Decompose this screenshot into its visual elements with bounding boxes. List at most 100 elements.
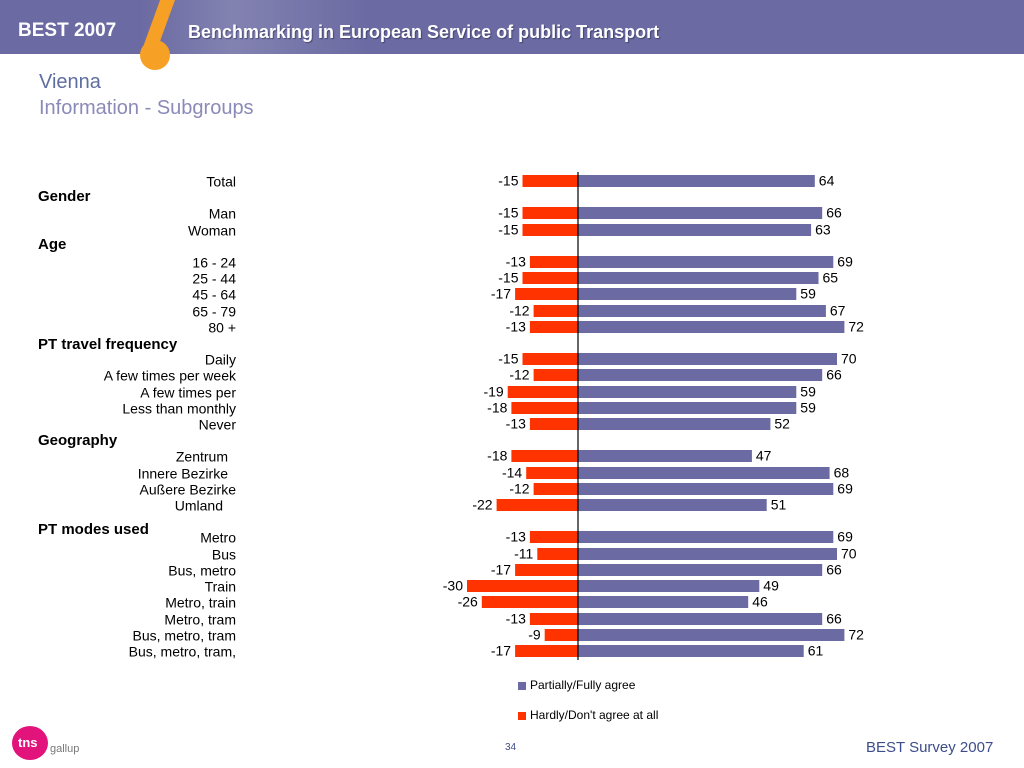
agree-bar	[578, 175, 815, 187]
tns-logo-text: tns	[18, 735, 38, 750]
agree-bar	[578, 305, 826, 317]
agree-data-label: 63	[815, 222, 831, 238]
survey-source: BEST Survey 2007	[866, 739, 994, 756]
category-label: Metro, tram	[164, 612, 236, 628]
category-label: Daily	[205, 352, 236, 368]
disagree-bar	[522, 207, 578, 219]
disagree-data-label: -13	[506, 319, 526, 335]
disagree-bar	[515, 564, 578, 576]
agree-data-label: 68	[834, 465, 850, 481]
agree-data-label: 59	[800, 286, 816, 302]
agree-bar	[578, 531, 834, 543]
gallup-label: gallup	[50, 743, 80, 755]
disagree-bar	[511, 450, 578, 462]
agree-bar	[578, 256, 834, 268]
disagree-data-label: -30	[443, 578, 463, 594]
agree-data-label: 66	[826, 562, 842, 578]
disagree-data-label: -15	[498, 222, 518, 238]
disagree-bar	[529, 418, 578, 430]
category-label: Man	[209, 206, 236, 222]
disagree-bar	[529, 613, 578, 625]
disagree-data-label: -17	[491, 286, 511, 302]
category-label: Metro, train	[165, 595, 236, 611]
page-number: 34	[505, 742, 517, 753]
category-label: Less than monthly	[122, 401, 236, 417]
agree-data-label: 69	[837, 254, 853, 270]
disagree-bar	[522, 175, 578, 187]
disagree-data-label: -13	[506, 611, 526, 627]
disagree-bar	[537, 548, 578, 560]
agree-bar	[578, 272, 819, 284]
disagree-data-label: -12	[509, 481, 529, 497]
banner-photo	[140, 0, 370, 54]
group-heading: PT travel frequency	[38, 336, 178, 353]
group-heading: Geography	[38, 432, 118, 449]
category-label: Bus, metro, tram,	[129, 644, 236, 660]
disagree-data-label: -18	[487, 400, 507, 416]
header-title: Benchmarking in European Service of publ…	[188, 22, 660, 42]
disagree-bar	[515, 645, 578, 657]
disagree-bar	[529, 321, 578, 333]
disagree-data-label: -17	[491, 643, 511, 659]
category-label: Bus	[212, 547, 236, 563]
disagree-bar	[526, 467, 578, 479]
disagree-bar	[496, 499, 578, 511]
agree-data-label: 72	[848, 319, 864, 335]
agree-bar	[578, 450, 752, 462]
disagree-data-label: -12	[509, 303, 529, 319]
tns-logo	[12, 726, 48, 760]
agree-data-label: 59	[800, 384, 816, 400]
disagree-bar	[507, 386, 578, 398]
category-label: Bus, metro	[168, 563, 236, 579]
disagree-data-label: -26	[458, 594, 478, 610]
agree-data-label: 49	[763, 578, 779, 594]
group-heading: PT modes used	[38, 521, 149, 538]
group-heading: Gender	[38, 188, 91, 205]
agree-bar	[578, 548, 837, 560]
category-label: Woman	[188, 223, 236, 239]
disagree-bar	[533, 483, 578, 495]
category-label: 25 - 44	[192, 271, 236, 287]
agree-data-label: 69	[837, 529, 853, 545]
agree-data-label: 70	[841, 351, 857, 367]
category-label: A few times per week	[104, 368, 237, 384]
disagree-bar	[522, 353, 578, 365]
agree-bar	[578, 224, 812, 236]
disagree-data-label: -15	[498, 173, 518, 189]
header-banner: BEST 2007 Benchmarking in European Servi…	[0, 0, 1024, 54]
disagree-bar	[515, 288, 578, 300]
agree-data-label: 46	[752, 594, 768, 610]
disagree-data-label: -11	[514, 546, 533, 562]
disagree-bar	[533, 369, 578, 381]
agree-bar	[578, 288, 797, 300]
category-label: Total	[206, 174, 236, 190]
disagree-data-label: -19	[483, 384, 503, 400]
disagree-data-label: -22	[472, 497, 492, 513]
category-label: Metro	[200, 530, 236, 546]
disagree-bar	[544, 629, 578, 641]
category-label: 45 - 64	[192, 287, 236, 303]
category-label: Never	[199, 417, 237, 433]
agree-data-label: 70	[841, 546, 857, 562]
disagree-data-label: -9	[528, 627, 541, 643]
agree-data-label: 66	[826, 205, 842, 221]
agree-data-label: 47	[756, 448, 772, 464]
agree-data-label: 61	[808, 643, 824, 659]
agree-bar	[578, 596, 749, 608]
disagree-bar	[511, 402, 578, 414]
slide-title: Vienna	[39, 71, 101, 93]
disagree-bar	[467, 580, 578, 592]
category-label: Bus, metro, tram	[133, 628, 236, 644]
legend-swatch	[518, 682, 526, 690]
category-label: 80 +	[208, 320, 236, 336]
disagree-bar	[533, 305, 578, 317]
category-label: Train	[205, 579, 236, 595]
disagree-bar	[529, 531, 578, 543]
disagree-data-label: -13	[506, 529, 526, 545]
disagree-bar	[481, 596, 578, 608]
legend-entry: Hardly/Don't agree at all	[530, 708, 658, 722]
disagree-data-label: -13	[506, 254, 526, 270]
disagree-bar	[522, 272, 578, 284]
orange-circle-decoration	[140, 40, 170, 70]
disagree-data-label: -14	[502, 465, 522, 481]
